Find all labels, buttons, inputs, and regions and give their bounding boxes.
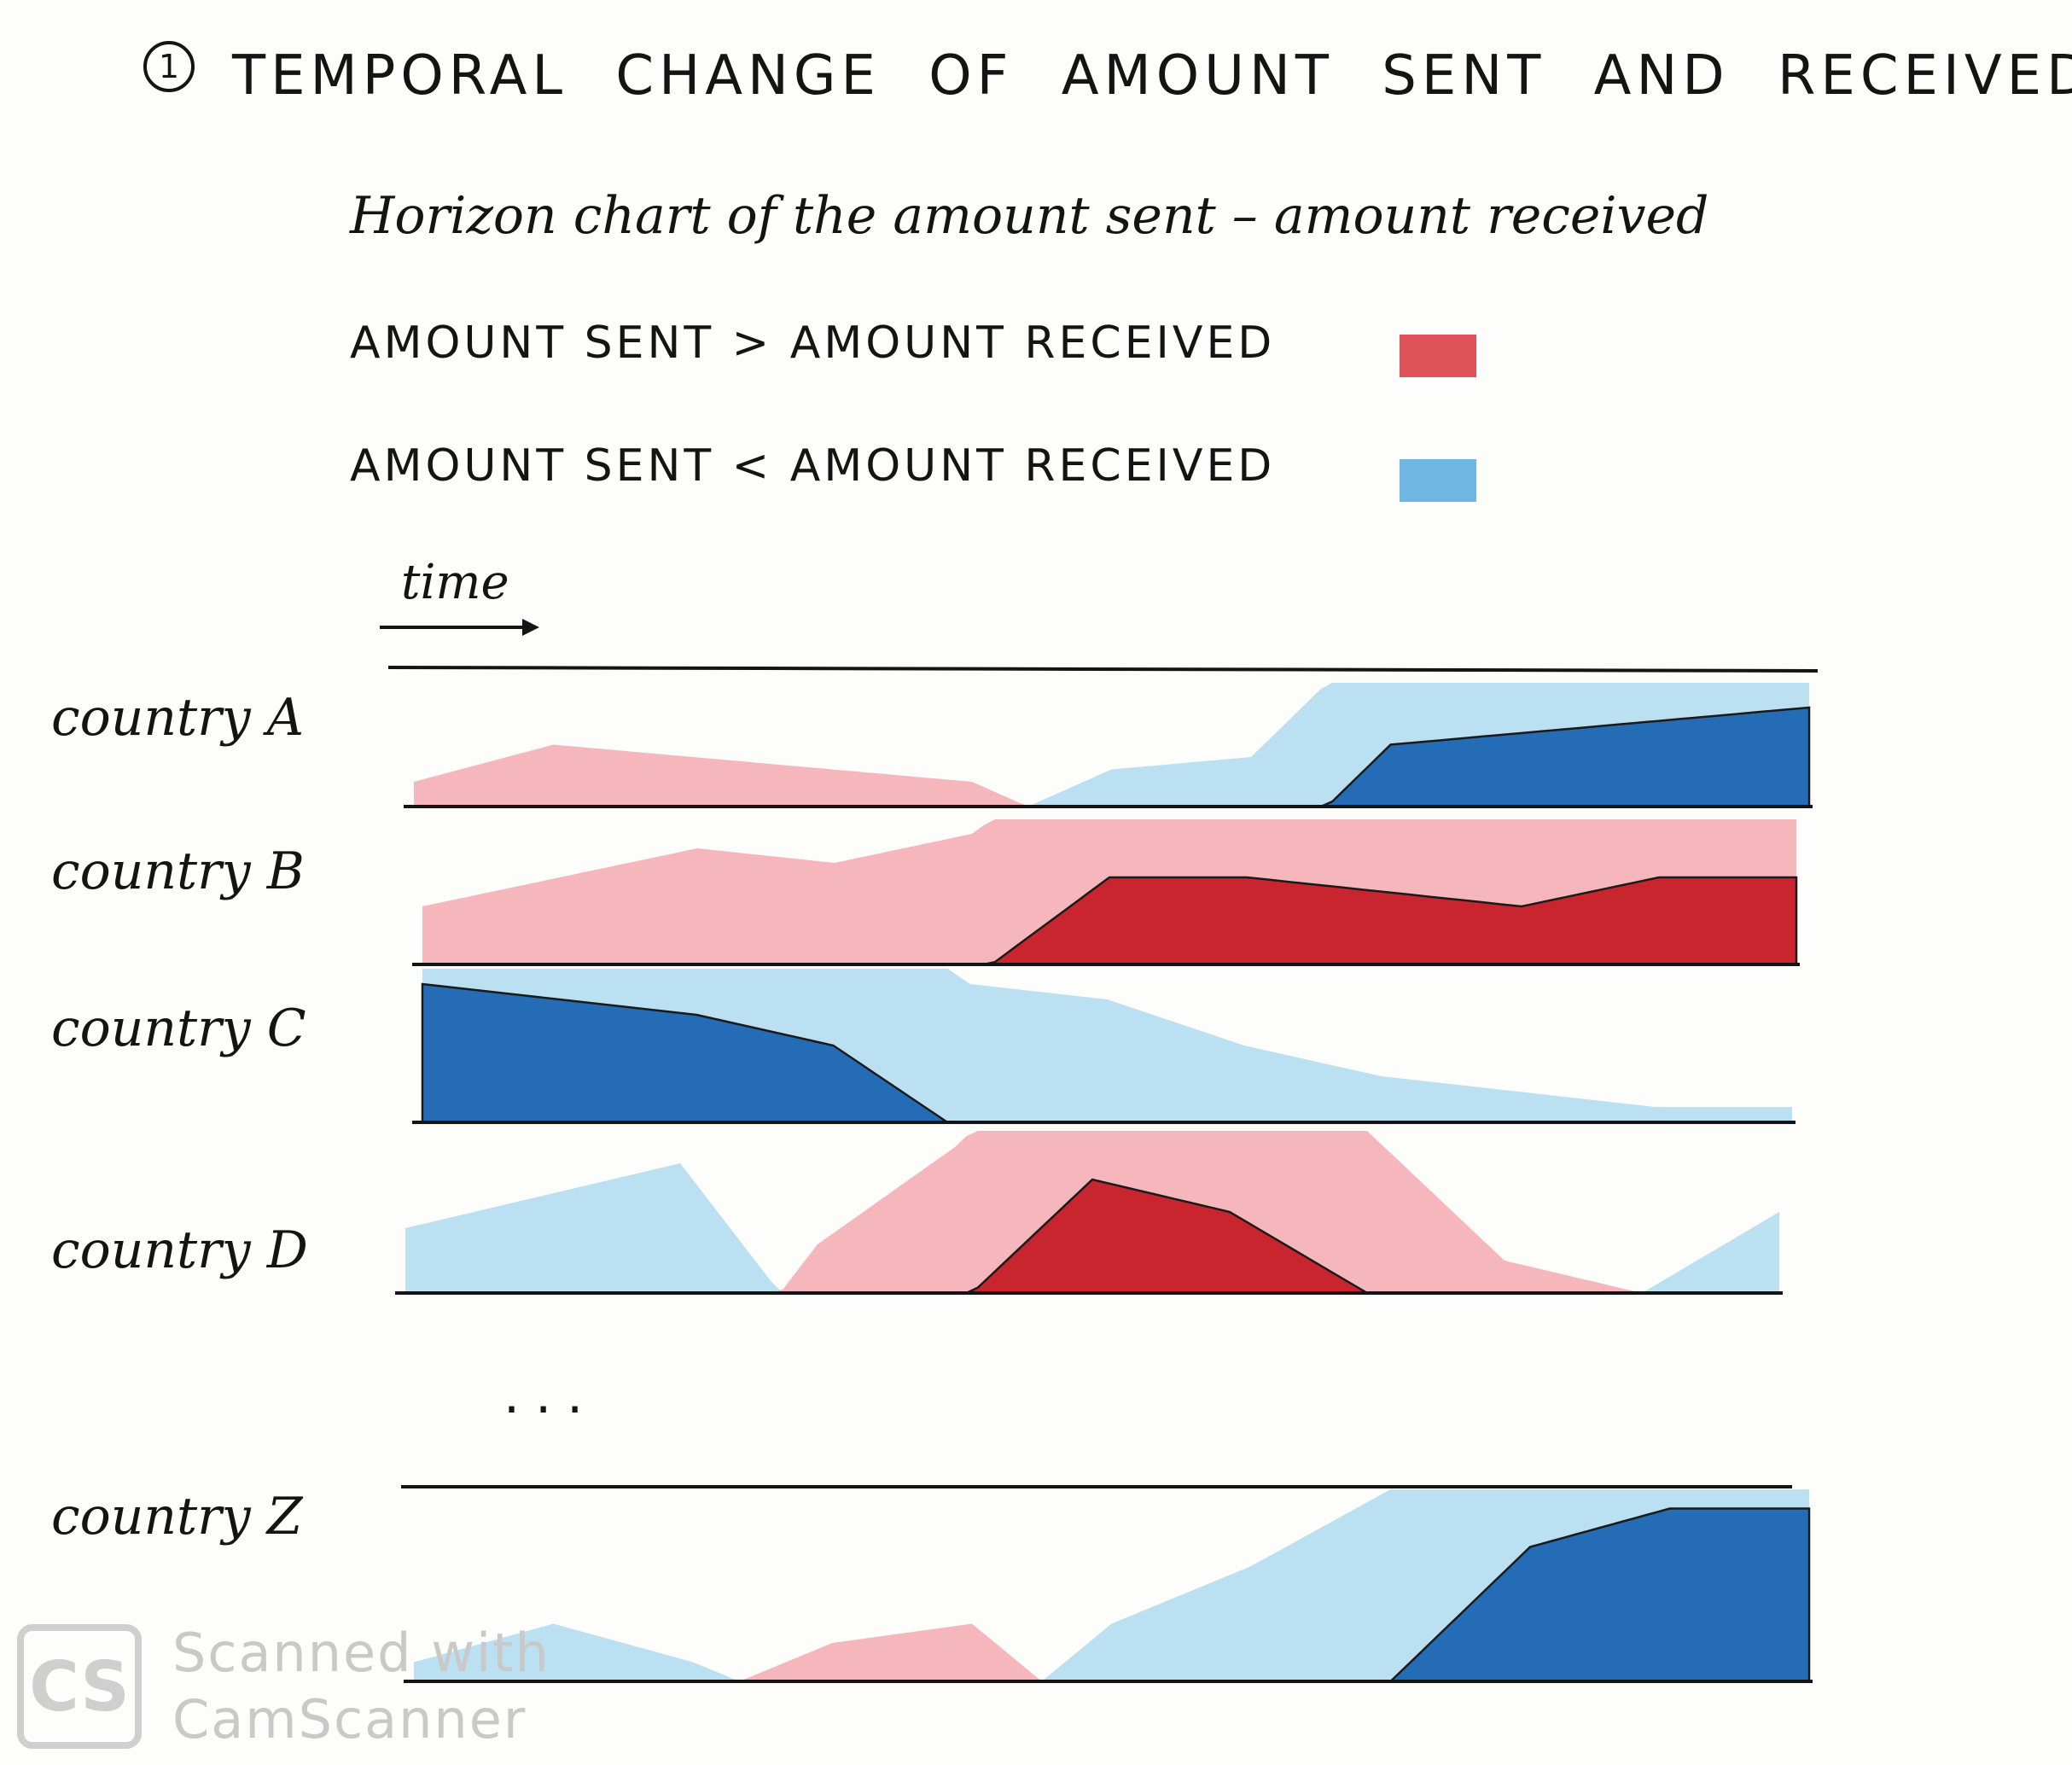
time-axis-label: time	[401, 555, 509, 610]
legend-swatch-red	[1400, 335, 1476, 377]
row-label-country-z: country Z	[51, 1487, 303, 1547]
legend-label-sent-greater: AMOUNT SENT > AMOUNT RECEIVED	[350, 317, 1276, 369]
row-label-country-c: country C	[51, 999, 306, 1058]
title-number-circle: 1	[143, 41, 195, 92]
more-rows-ellipsis: ...	[503, 1366, 599, 1425]
row-label-country-a: country A	[51, 688, 305, 748]
legend-label-sent-less: AMOUNT SENT < AMOUNT RECEIVED	[350, 440, 1276, 492]
camscanner-logo: CS	[17, 1624, 142, 1749]
watermark-line-2: CamScanner	[172, 1688, 527, 1750]
row-label-country-d: country D	[51, 1220, 308, 1280]
camscanner-watermark: CS Scanned with CamScanner	[17, 1620, 550, 1753]
time-axis-arrow-icon	[522, 619, 539, 636]
title-number: 1	[158, 48, 180, 85]
country-a-positive-band-1	[414, 744, 1809, 807]
page-title: TEMPORAL CHANGE OF AMOUNT SENT AND RECEI…	[232, 44, 2072, 108]
watermark-line-1: Scanned with	[172, 1622, 550, 1684]
country-d-negative-band-1	[405, 1163, 1779, 1293]
top-baseline	[387, 666, 1819, 673]
chart-subtitle: Horizon chart of the amount sent – amoun…	[350, 186, 1709, 246]
legend-swatch-blue	[1400, 459, 1476, 502]
row-label-country-b: country B	[51, 842, 305, 901]
